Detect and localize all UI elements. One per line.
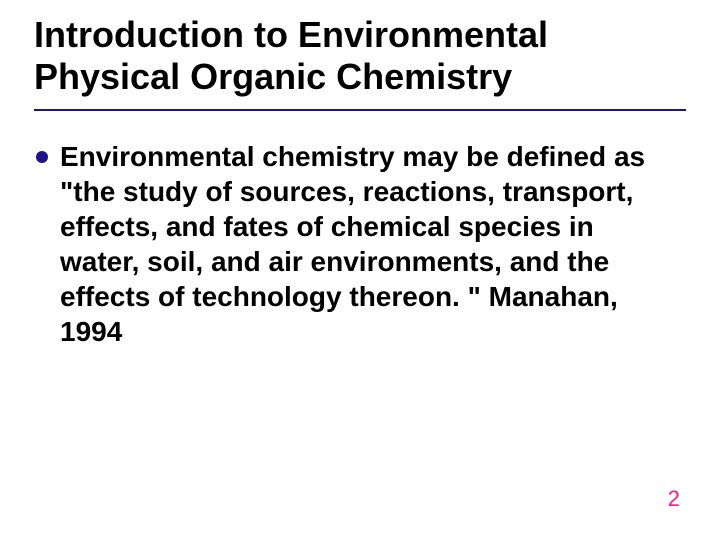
page-number: 2: [668, 486, 680, 512]
slide-title: Introduction to Environmental Physical O…: [34, 14, 686, 111]
bullet-text: Environmental chemistry may be defined a…: [60, 139, 680, 349]
slide: Introduction to Environmental Physical O…: [0, 0, 720, 540]
bullet-icon: [36, 151, 48, 163]
bullet-item: Environmental chemistry may be defined a…: [34, 139, 686, 349]
